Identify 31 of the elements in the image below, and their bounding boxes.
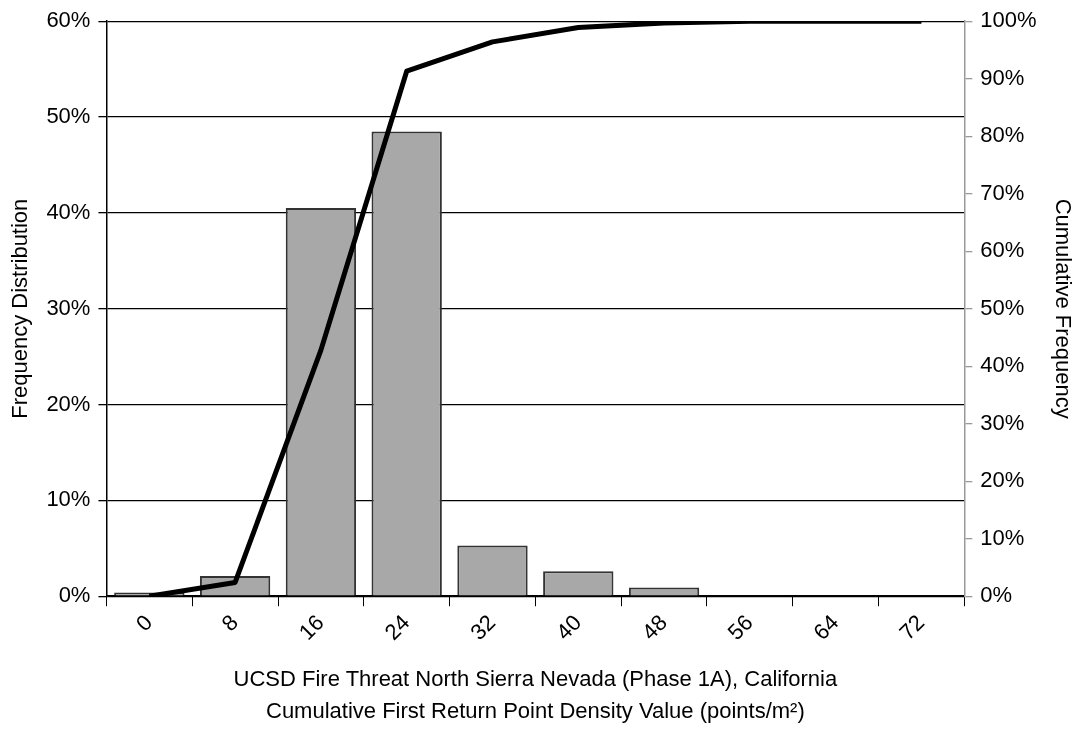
x-tick-label: 64 [808,609,844,645]
x-tick-label: 16 [293,609,329,645]
y2-tick-label: 30% [980,409,1025,435]
y2-tick-label: 70% [980,179,1025,205]
x-tick-label: 48 [636,609,672,645]
y2-tick-label: 60% [980,237,1025,263]
y2-tick-label: 0% [980,582,1013,608]
x-tick-label: 32 [465,609,501,645]
y2-tick-label: 80% [980,122,1025,148]
y2-tick-label: 50% [980,294,1025,320]
y2-tick-label: 90% [980,64,1025,90]
x-tick-label: 72 [894,609,930,645]
x-tick-label: 0 [130,609,158,637]
y-tick-label: 50% [46,103,91,129]
y-tick-label: 40% [46,198,91,224]
y2-tick-label: 20% [980,467,1025,493]
y-axis-title: Frequency Distribution [7,198,33,419]
x-axis-title: UCSD Fire Threat North Sierra Nevada (Phase 1A), California Cumulative First Return Point Density Value (points/m²) [233,666,838,724]
y-tick-label: 20% [46,390,91,416]
y-tick-label: 60% [46,7,91,33]
y-tick-label: 0% [58,582,91,608]
x-tick-label: 24 [379,609,415,645]
y-tick-label: 10% [46,486,91,512]
y2-axis-title: Cumulative Frequency [1050,198,1076,419]
x-tick-label: 8 [216,609,243,637]
x-tick-label: 56 [722,609,758,645]
y2-tick-label: 40% [980,352,1025,378]
x-tick-label: 40 [551,609,587,645]
y2-tick-label: 10% [980,524,1025,550]
y-tick-label: 30% [46,294,91,320]
y2-tick-label: 100% [980,7,1037,33]
